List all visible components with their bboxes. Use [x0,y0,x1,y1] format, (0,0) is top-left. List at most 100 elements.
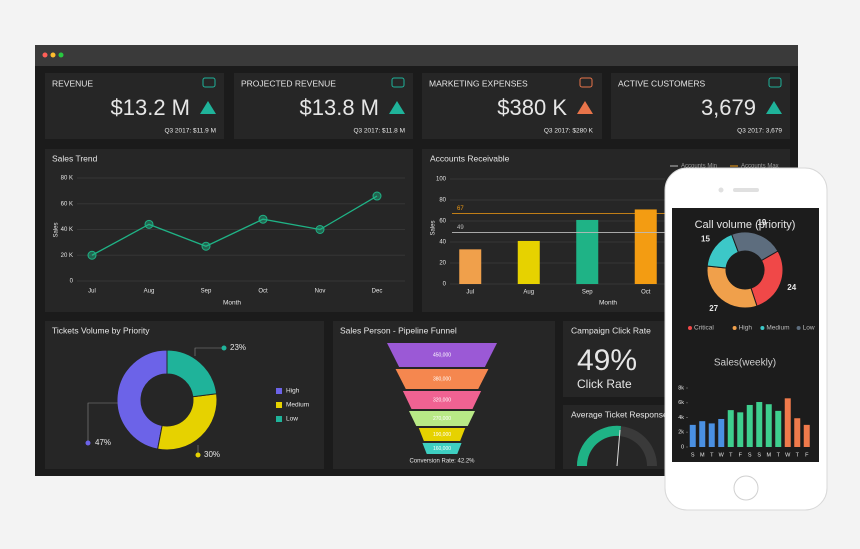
x-tick-label: Sep [201,289,212,295]
y-tick-label: 6k [678,400,684,406]
home-button[interactable] [733,475,759,501]
bar [459,249,482,284]
gauge-fill [576,425,621,466]
x-tick-label: Oct [641,290,651,296]
minimize-button[interactable] [50,52,56,58]
x-tick-label: S [748,452,752,458]
bar [708,423,715,447]
bar [689,424,696,447]
legend-swatch [276,388,282,394]
x-tick-label: W [719,452,725,458]
maximize-button[interactable] [58,52,64,58]
leader-dot [221,345,227,351]
chart-title: Tickets Volume by Priority [52,325,150,335]
leader-dot [195,452,201,458]
kpi-trend [200,101,216,114]
funnel-label: 320,000 [433,397,451,403]
legend-swatch [688,326,692,330]
kpi-icon [391,77,405,88]
x-tick-label: W [785,452,791,458]
kpi-icon [768,77,782,88]
kpi-title: MARKETING EXPENSES [429,78,528,88]
y-tick-label: 20 K [61,253,73,259]
legend-label: Low [803,325,815,332]
x-tick-label: F [739,452,743,458]
kpi-title: ACTIVE CUSTOMERS [618,78,706,88]
value-label: 23% [230,343,246,352]
funnel-stage [422,443,462,454]
donut-segment [116,349,168,450]
chart-title: Accounts Receivable [430,153,510,163]
kpi-value: $13.8 M [300,95,380,120]
panel [234,73,413,139]
value-label: 27 [709,304,718,313]
bar [794,418,801,447]
line [91,195,378,256]
phone-speaker [733,188,759,192]
bar [803,424,810,447]
y-tick-label: 80 K [61,176,73,182]
kpi-comparison: Q3 2017: $11.8 M [353,128,405,135]
value-label: 47% [95,438,111,447]
bar [517,240,540,284]
panel [45,73,224,139]
legend-label: Critical [694,325,714,332]
kpi-value: $380 K [497,95,567,120]
x-tick-label: Jul [466,290,474,296]
bar [576,219,599,284]
funnel-stage [395,369,489,389]
funnel-footnote: Conversion Rate: 42.2% [409,459,475,465]
kpi-comparison: Q3 2017: $11.9 M [164,128,216,135]
chart-title: Sales Trend [52,153,98,163]
funnel-label: 160,000 [433,446,451,452]
point [258,214,268,224]
y-tick-label: 0 [443,282,447,288]
funnel-stage [387,343,497,367]
kpi-comparison: Q3 2017: $280 K [544,128,594,135]
x-tick-label: Aug [523,290,534,296]
x-axis-label: Month [599,300,617,307]
kpi-value: $13.2 M [111,95,191,120]
x-tick-label: Sep [582,290,593,296]
y-tick-label: 8k [678,385,684,391]
legend-swatch [732,326,737,330]
campaign-label: Click Rate [577,377,632,391]
point [144,219,154,229]
bar [737,412,744,447]
x-tick-label: Oct [258,289,268,295]
chart-title: Sales Person - Pipeline Funnel [340,325,457,335]
close-button[interactable] [42,52,48,58]
kpi-value: 3,679 [701,95,756,120]
funnel-label: 190,000 [433,432,451,438]
funnel-label: 450,000 [433,352,451,358]
x-tick-label: Dec [372,289,383,295]
kpi-comparison: Q3 2017: 3,679 [737,128,782,135]
y-tick-label: 0 [681,444,684,450]
kpi-title: REVENUE [52,78,93,88]
panel-title: Average Ticket Response [571,409,668,419]
x-tick-label: M [766,452,771,458]
legend-label: Medium [766,325,789,332]
y-tick-label: 20 [439,261,446,267]
point [201,241,211,251]
x-tick-label: M [700,452,705,458]
leader-line [194,347,224,356]
bar [756,402,763,447]
y-tick-label: 80 [439,198,446,204]
point [372,191,382,201]
legend-label: High [286,388,300,395]
donut-segment [157,393,218,451]
kpi-trend [766,101,782,114]
title-bar [35,45,798,66]
funnel-label: 380,000 [433,376,451,382]
x-tick-label: T [710,452,714,458]
x-tick-label: Nov [315,289,326,295]
leader-line [87,402,118,443]
dashboard-charts: REVENUE $13.2 M Q3 2017: $11.9 M PROJECTED … [52,77,790,465]
kpi-trend [577,101,593,114]
legend-label: Accounts Min [681,164,717,170]
y-axis-label: Sales [431,220,437,235]
x-tick-label: Jul [88,289,96,295]
